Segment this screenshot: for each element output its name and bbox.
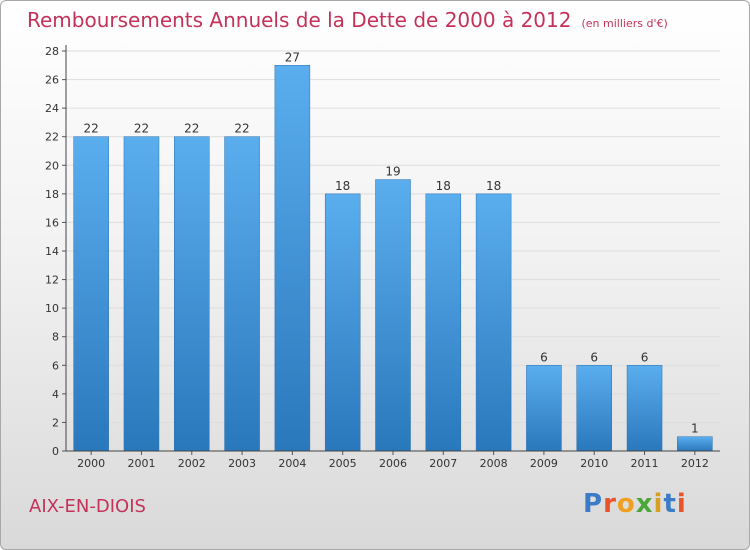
y-tick-label: 10 bbox=[45, 302, 59, 315]
data-label: 18 bbox=[486, 179, 501, 193]
y-tick-label: 6 bbox=[52, 359, 59, 372]
data-label: 27 bbox=[285, 50, 300, 64]
bar bbox=[73, 136, 109, 452]
data-label: 22 bbox=[234, 122, 249, 136]
y-tick-label: 12 bbox=[45, 274, 59, 287]
x-tick-label: 2007 bbox=[429, 457, 457, 470]
x-tick-label: 2006 bbox=[379, 457, 407, 470]
data-label: 22 bbox=[84, 122, 99, 136]
y-tick-label: 4 bbox=[52, 388, 59, 401]
x-tick-label: 2008 bbox=[480, 457, 508, 470]
bar bbox=[224, 136, 260, 452]
logo-letter: i bbox=[676, 489, 687, 519]
bar bbox=[475, 193, 512, 452]
bar bbox=[174, 136, 210, 452]
x-tick-label: 2012 bbox=[681, 457, 709, 470]
x-tick-label: 2010 bbox=[580, 457, 608, 470]
data-label: 22 bbox=[184, 122, 199, 136]
bar bbox=[274, 65, 311, 452]
data-label: 6 bbox=[641, 350, 649, 364]
x-tick-label: 2002 bbox=[178, 457, 206, 470]
proxiti-logo: Proxiti bbox=[583, 489, 687, 519]
bar bbox=[626, 365, 663, 452]
chart-subtitle: (en milliers d'€) bbox=[581, 17, 668, 30]
y-tick-label: 20 bbox=[45, 159, 59, 172]
logo-letter: r bbox=[603, 489, 617, 519]
y-tick-label: 22 bbox=[45, 131, 59, 144]
y-tick-label: 26 bbox=[45, 74, 59, 87]
data-label: 6 bbox=[540, 350, 548, 364]
bar bbox=[123, 136, 160, 452]
y-tick-label: 8 bbox=[52, 331, 59, 344]
logo-letter: t bbox=[663, 489, 677, 519]
x-tick-label: 2011 bbox=[631, 457, 659, 470]
x-tick-label: 2001 bbox=[127, 457, 155, 470]
data-label: 22 bbox=[134, 122, 149, 136]
x-tick-label: 2005 bbox=[329, 457, 357, 470]
y-tick-label: 14 bbox=[45, 245, 59, 258]
x-tick-label: 2004 bbox=[278, 457, 306, 470]
y-tick-label: 28 bbox=[45, 45, 59, 58]
y-tick-label: 16 bbox=[45, 216, 59, 229]
bar bbox=[324, 193, 361, 452]
y-tick-label: 18 bbox=[45, 188, 59, 201]
logo-letter: x bbox=[635, 489, 654, 519]
x-tick-label: 2009 bbox=[530, 457, 558, 470]
bar bbox=[677, 436, 713, 452]
data-label: 19 bbox=[385, 165, 400, 179]
bar bbox=[576, 365, 612, 452]
chart-title: Remboursements Annuels de la Dette de 20… bbox=[27, 8, 668, 32]
data-label: 18 bbox=[335, 179, 350, 193]
y-tick-label: 2 bbox=[52, 416, 59, 429]
data-label: 18 bbox=[436, 179, 451, 193]
logo-letter: i bbox=[653, 489, 664, 519]
x-tick-label: 2000 bbox=[77, 457, 105, 470]
x-tick-label: 2003 bbox=[228, 457, 256, 470]
commune-name: AIX-EN-DIOIS bbox=[29, 496, 146, 517]
chart-title-main: Remboursements Annuels de la Dette de 20… bbox=[27, 8, 572, 32]
y-tick-label: 24 bbox=[45, 102, 59, 115]
bar bbox=[425, 193, 462, 452]
data-label: 6 bbox=[590, 350, 598, 364]
y-tick-label: 0 bbox=[52, 445, 59, 458]
bar bbox=[526, 365, 562, 452]
data-label: 1 bbox=[691, 422, 699, 436]
bar bbox=[375, 179, 411, 452]
logo-letter: o bbox=[616, 489, 636, 519]
logo-letter: P bbox=[583, 489, 604, 519]
